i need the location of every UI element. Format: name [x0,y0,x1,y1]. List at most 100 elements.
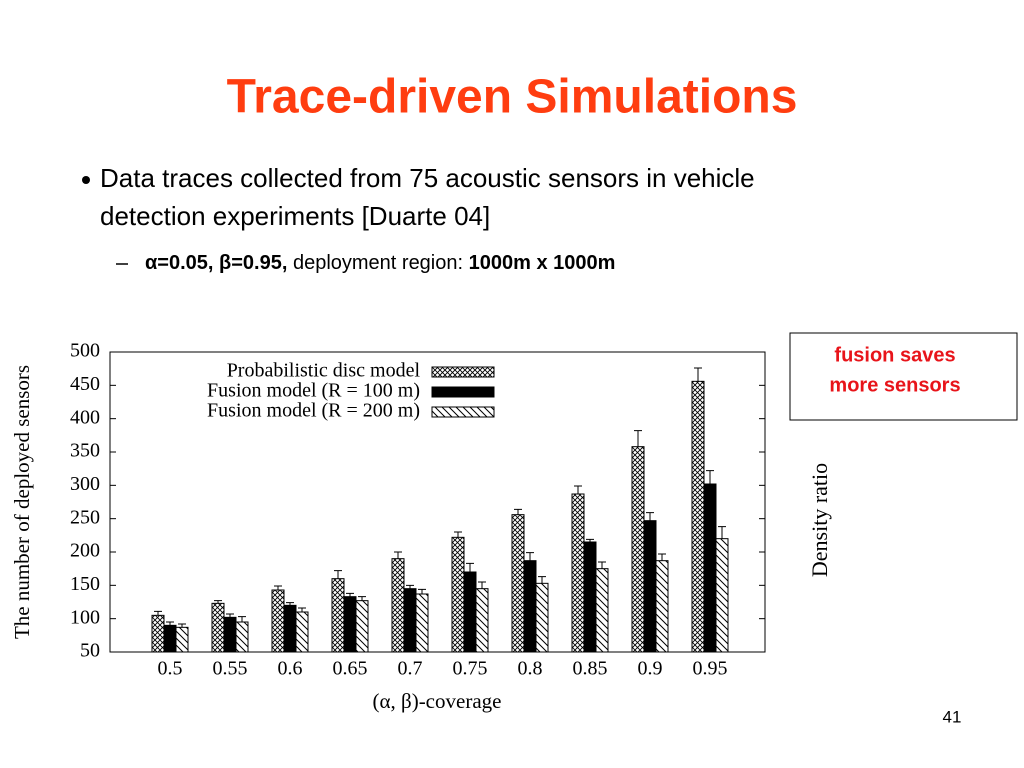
bar [415,593,429,653]
x-axis-title: (α, β)-coverage [373,689,502,713]
legend-label: Probabilistic disc model [227,360,421,382]
bar [391,558,405,653]
bar [535,582,549,653]
x-tick-label: 0.75 [453,658,488,680]
bar [703,483,717,653]
legend-swatch [431,386,495,398]
y-tick-label: 450 [70,373,100,395]
page-number: 41 [943,707,962,726]
error-bar [634,430,642,447]
bar [475,588,489,653]
bar [511,514,525,653]
bar [211,602,225,653]
bar [715,538,729,653]
error-bar [298,607,306,612]
region: 1000m x 1000m [469,252,616,274]
error-bar [406,584,414,589]
bar [655,560,669,653]
bar [571,493,585,653]
bar [151,614,165,653]
error-bar [358,596,366,601]
bar [643,520,657,653]
error-bar [478,581,486,589]
bullet-text: Data traces collected from 75 acoustic s… [100,163,755,193]
error-bar [166,621,174,626]
bar [175,626,189,653]
legend-swatch [431,366,495,378]
callout-text: fusion saves [834,344,955,366]
error-bar [214,600,222,604]
error-bar [466,562,474,572]
error-bar [646,512,654,521]
params: α=0.05, β=0.95, [145,252,287,274]
y-tick-label: 300 [70,473,100,495]
error-bar [394,551,402,559]
bar [691,380,705,653]
x-tick-label: 0.5 [158,658,183,680]
bar [631,446,645,653]
error-bar [574,485,582,494]
bar [283,604,297,653]
error-bar [538,576,546,584]
bar [295,611,309,653]
y-tick-label: 500 [70,340,100,362]
bullet-text: detection experiments [Duarte 04] [100,201,490,231]
plot-frame [109,351,766,653]
error-bar [238,616,246,622]
legend-label: Fusion model (R = 100 m) [207,380,420,402]
error-bar [526,552,534,561]
sub-bullet: α=0.05, β=0.95, deployment region: 1000m… [145,252,615,274]
bar [523,560,537,653]
y-tick-label: 50 [80,640,100,662]
error-bar [454,531,462,538]
error-bar [598,561,606,569]
side-chart-label: Density ratio [807,463,832,577]
error-bar [586,538,594,542]
bar [403,588,417,653]
bar [331,578,345,653]
y-tick-label: 250 [70,506,100,528]
error-bar [658,553,666,561]
error-bar [514,508,522,515]
bar [451,536,465,653]
bar [271,589,285,653]
bar [595,568,609,653]
error-bar [226,613,234,618]
x-tick-label: 0.55 [213,658,248,680]
y-tick-label: 200 [70,540,100,562]
x-tick-label: 0.95 [693,658,728,680]
x-tick-label: 0.8 [518,658,543,680]
error-bar [418,588,426,594]
callout-box [789,332,1018,421]
x-tick-label: 0.65 [333,658,368,680]
legend-label: Fusion model (R = 200 m) [207,400,420,422]
error-bar [274,585,282,590]
x-tick-label: 0.7 [398,658,423,680]
bullet [82,176,90,184]
error-bar [334,570,342,579]
bar [223,616,237,653]
callout-text: more sensors [829,374,960,396]
error-bar [694,367,702,382]
x-tick-label: 0.9 [638,658,663,680]
x-tick-label: 0.85 [573,658,608,680]
error-bar [706,470,714,484]
bar [463,571,477,653]
y-tick-label: 150 [70,573,100,595]
error-bar [718,526,726,539]
y-tick-label: 350 [70,440,100,462]
error-bar [178,623,186,628]
error-bar [154,610,162,616]
legend-swatch [431,406,495,418]
sub-text: deployment region: [287,252,468,274]
bar [583,541,597,653]
y-tick-label: 100 [70,606,100,628]
bar [235,621,249,653]
bar [163,624,177,653]
x-tick-label: 0.6 [278,658,303,680]
bar [355,600,369,653]
y-tick-label: 400 [70,406,100,428]
error-bar [346,592,354,597]
chart: The number of deployed sensors (α, β)-co… [10,340,766,713]
